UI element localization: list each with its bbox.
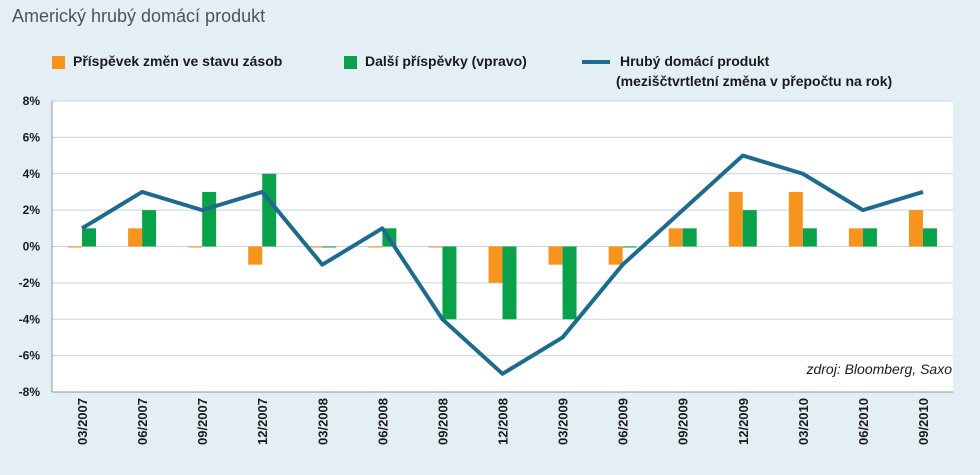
x-tick-label: 12/2009 bbox=[736, 398, 751, 445]
bar-other bbox=[82, 228, 97, 247]
chart-title: Americký hrubý domácí produkt bbox=[12, 6, 266, 26]
bar-other bbox=[202, 191, 217, 247]
x-tick-label: 06/2010 bbox=[856, 398, 871, 445]
bar-other bbox=[622, 246, 637, 248]
bar-inventory bbox=[188, 246, 203, 248]
bar-inventory bbox=[428, 246, 443, 248]
y-tick-label: 2% bbox=[23, 203, 41, 217]
legend-label-gdp: Hrubý domácí produkt bbox=[620, 53, 770, 69]
bar-other bbox=[742, 210, 757, 247]
bar-other bbox=[562, 246, 577, 320]
bar-inventory bbox=[728, 191, 743, 247]
x-tick-label: 12/2008 bbox=[496, 398, 511, 445]
y-tick-label: 6% bbox=[23, 130, 41, 144]
y-tick-label: -2% bbox=[19, 276, 41, 290]
x-tick-label: 03/2009 bbox=[556, 398, 571, 445]
legend-label-gdp-line2: (meziščtvrtletní změna v přepočtu na rok… bbox=[616, 73, 893, 89]
x-tick-label: 09/2010 bbox=[916, 398, 931, 445]
bar-other bbox=[802, 228, 817, 247]
x-tick-label: 03/2010 bbox=[796, 398, 811, 445]
y-tick-label: 0% bbox=[23, 240, 41, 254]
x-tick-label: 09/2009 bbox=[676, 398, 691, 445]
bar-other bbox=[322, 246, 337, 248]
x-tick-label: 09/2008 bbox=[435, 398, 450, 445]
x-tick-label: 06/2009 bbox=[616, 398, 631, 445]
legend-swatch-other bbox=[344, 56, 357, 69]
bar-inventory bbox=[788, 191, 803, 247]
bar-inventory bbox=[848, 228, 863, 247]
bar-inventory bbox=[308, 246, 323, 248]
bar-inventory bbox=[368, 246, 383, 248]
x-tick-label: 09/2007 bbox=[195, 398, 210, 445]
bar-other bbox=[862, 228, 877, 247]
line-gdp bbox=[80, 153, 924, 376]
legend-label-other: Další příspěvky (vpravo) bbox=[365, 53, 527, 69]
bar-inventory bbox=[248, 246, 263, 265]
bar-inventory bbox=[488, 246, 503, 283]
x-tick-label: 12/2007 bbox=[255, 398, 270, 445]
y-tick-label: -6% bbox=[19, 349, 41, 363]
x-tick-label: 03/2007 bbox=[75, 398, 90, 445]
x-tick-label: 03/2008 bbox=[315, 398, 330, 445]
bar-other bbox=[142, 210, 157, 247]
source-note: zdroj: Bloomberg, Saxo bbox=[806, 361, 952, 377]
bar-other bbox=[682, 228, 697, 247]
y-tick-label: 4% bbox=[23, 167, 41, 181]
bar-other bbox=[262, 173, 277, 247]
bar-inventory bbox=[668, 228, 683, 247]
x-tick-label: 06/2007 bbox=[135, 398, 150, 445]
legend-swatch-inventory bbox=[52, 56, 65, 69]
bar-inventory bbox=[908, 210, 923, 247]
bar-inventory bbox=[608, 246, 623, 265]
bar-inventory bbox=[68, 246, 83, 248]
y-tick-label: 8% bbox=[23, 94, 41, 108]
bar-inventory bbox=[128, 228, 143, 247]
y-tick-label: -8% bbox=[19, 385, 41, 399]
bar-other bbox=[502, 246, 517, 320]
bar-inventory bbox=[548, 246, 563, 265]
bar-other bbox=[922, 228, 937, 247]
legend-swatch-gdp bbox=[582, 60, 610, 64]
legend-label-inventory: Příspěvek změn ve stavu zásob bbox=[73, 53, 283, 69]
y-tick-label: -4% bbox=[19, 312, 41, 326]
bar-other bbox=[442, 246, 457, 320]
x-tick-label: 06/2008 bbox=[375, 398, 390, 445]
